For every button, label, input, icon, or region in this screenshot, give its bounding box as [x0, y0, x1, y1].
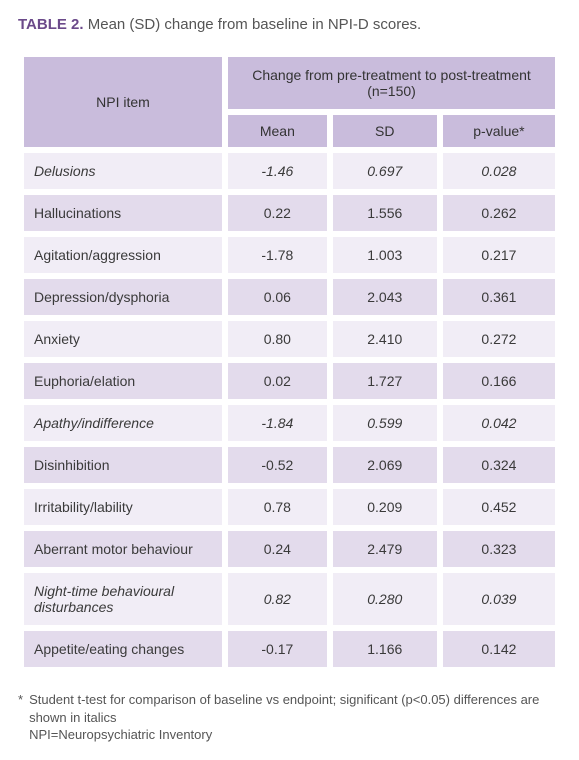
cell-item: Hallucinations	[21, 192, 225, 234]
footnote: * Student t-test for comparison of basel…	[18, 691, 561, 744]
cell-mean: -1.84	[225, 402, 330, 444]
cell-p: 0.272	[440, 318, 558, 360]
cell-sd: 1.727	[330, 360, 440, 402]
table-row: Irritability/lability0.780.2090.452	[21, 486, 558, 528]
cell-item: Irritability/lability	[21, 486, 225, 528]
col-npi-item: NPI item	[21, 54, 225, 150]
cell-sd: 1.556	[330, 192, 440, 234]
cell-mean: 0.06	[225, 276, 330, 318]
cell-p: 0.452	[440, 486, 558, 528]
cell-p: 0.166	[440, 360, 558, 402]
cell-p: 0.217	[440, 234, 558, 276]
table-row: Apathy/indifference-1.840.5990.042	[21, 402, 558, 444]
cell-item: Apathy/indifference	[21, 402, 225, 444]
cell-item: Aberrant motor behaviour	[21, 528, 225, 570]
cell-sd: 1.166	[330, 628, 440, 670]
cell-mean: 0.82	[225, 570, 330, 628]
cell-mean: 0.02	[225, 360, 330, 402]
cell-sd: 0.697	[330, 150, 440, 192]
footnote-line-2: NPI=Neuropsychiatric Inventory	[29, 726, 561, 744]
cell-item: Euphoria/elation	[21, 360, 225, 402]
cell-mean: 0.78	[225, 486, 330, 528]
cell-p: 0.361	[440, 276, 558, 318]
cell-item: Night-time behavioural disturbances	[21, 570, 225, 628]
cell-mean: 0.22	[225, 192, 330, 234]
cell-item: Disinhibition	[21, 444, 225, 486]
table-row: Appetite/eating changes-0.171.1660.142	[21, 628, 558, 670]
cell-item: Depression/dysphoria	[21, 276, 225, 318]
table-row: Disinhibition-0.522.0690.324	[21, 444, 558, 486]
footnote-line-1: Student t-test for comparison of baselin…	[29, 691, 561, 726]
cell-sd: 2.410	[330, 318, 440, 360]
table-row: Anxiety0.802.4100.272	[21, 318, 558, 360]
cell-p: 0.262	[440, 192, 558, 234]
col-sd: SD	[330, 112, 440, 150]
cell-p: 0.324	[440, 444, 558, 486]
cell-mean: -1.78	[225, 234, 330, 276]
cell-p: 0.142	[440, 628, 558, 670]
table-row: Night-time behavioural disturbances0.820…	[21, 570, 558, 628]
cell-mean: -0.52	[225, 444, 330, 486]
cell-p: 0.042	[440, 402, 558, 444]
footnote-star: *	[18, 691, 23, 744]
table-row: Depression/dysphoria0.062.0430.361	[21, 276, 558, 318]
cell-mean: -1.46	[225, 150, 330, 192]
col-pvalue: p-value*	[440, 112, 558, 150]
npi-table: NPI item Change from pre-treatment to po…	[18, 51, 561, 673]
cell-item: Delusions	[21, 150, 225, 192]
table-row: Delusions-1.460.6970.028	[21, 150, 558, 192]
table-row: Agitation/aggression-1.781.0030.217	[21, 234, 558, 276]
table-row: Aberrant motor behaviour0.242.4790.323	[21, 528, 558, 570]
table-title: TABLE 2. Mean (SD) change from baseline …	[18, 16, 561, 33]
cell-item: Agitation/aggression	[21, 234, 225, 276]
cell-sd: 0.209	[330, 486, 440, 528]
cell-sd: 2.043	[330, 276, 440, 318]
col-mean: Mean	[225, 112, 330, 150]
cell-sd: 2.479	[330, 528, 440, 570]
cell-item: Appetite/eating changes	[21, 628, 225, 670]
cell-sd: 2.069	[330, 444, 440, 486]
cell-p: 0.039	[440, 570, 558, 628]
table-row: Euphoria/elation0.021.7270.166	[21, 360, 558, 402]
cell-sd: 0.280	[330, 570, 440, 628]
cell-mean: 0.24	[225, 528, 330, 570]
table-row: Hallucinations0.221.5560.262	[21, 192, 558, 234]
col-group: Change from pre-treatment to post-treatm…	[225, 54, 558, 112]
cell-p: 0.323	[440, 528, 558, 570]
cell-mean: -0.17	[225, 628, 330, 670]
table-caption: Mean (SD) change from baseline in NPI-D …	[88, 16, 421, 33]
table-label: TABLE 2.	[18, 16, 84, 33]
cell-item: Anxiety	[21, 318, 225, 360]
cell-p: 0.028	[440, 150, 558, 192]
cell-mean: 0.80	[225, 318, 330, 360]
cell-sd: 0.599	[330, 402, 440, 444]
cell-sd: 1.003	[330, 234, 440, 276]
